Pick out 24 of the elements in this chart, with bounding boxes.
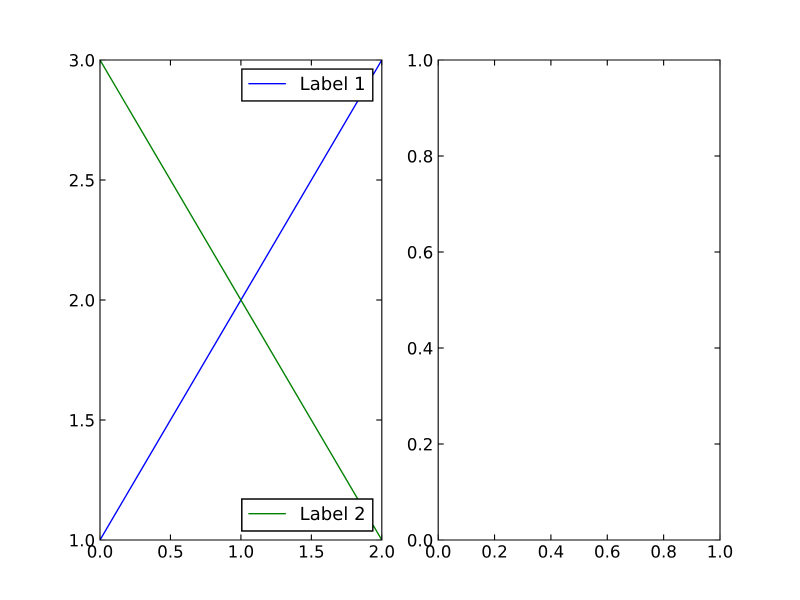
y-tick-label: 2.5 — [70, 174, 94, 187]
y-tick-label: 1.0 — [408, 54, 432, 67]
legend-label: Label 2 — [301, 506, 364, 520]
y-tick-label: 3.0 — [70, 54, 94, 67]
x-tick-label: 0.0 — [88, 545, 112, 558]
y-tick-label: 0.6 — [408, 246, 432, 259]
y-tick-label: 0.2 — [408, 438, 432, 451]
x-tick-label: 0.6 — [595, 545, 620, 558]
legend-label: Label 1 — [301, 76, 364, 90]
x-tick-label: 0.2 — [482, 545, 506, 558]
x-tick-label: 0.5 — [158, 545, 182, 558]
y-tick-label: 0.4 — [408, 342, 432, 355]
x-tick-label: 0.4 — [538, 545, 564, 558]
y-tick-label: 1.0 — [70, 534, 94, 547]
x-tick-label: 1.5 — [300, 545, 324, 558]
y-tick-label: 0.8 — [408, 150, 432, 163]
x-tick-label: 1.0 — [229, 545, 254, 558]
y-tick-label: 1.5 — [70, 414, 94, 427]
x-tick-label: 0.8 — [651, 545, 676, 558]
x-tick-label: 0.0 — [426, 545, 450, 558]
x-tick-label: 2.0 — [370, 545, 394, 558]
y-tick-label: 2.0 — [70, 294, 94, 307]
x-tick-label: 1.0 — [708, 545, 732, 558]
y-tick-label: 0.0 — [408, 534, 432, 547]
